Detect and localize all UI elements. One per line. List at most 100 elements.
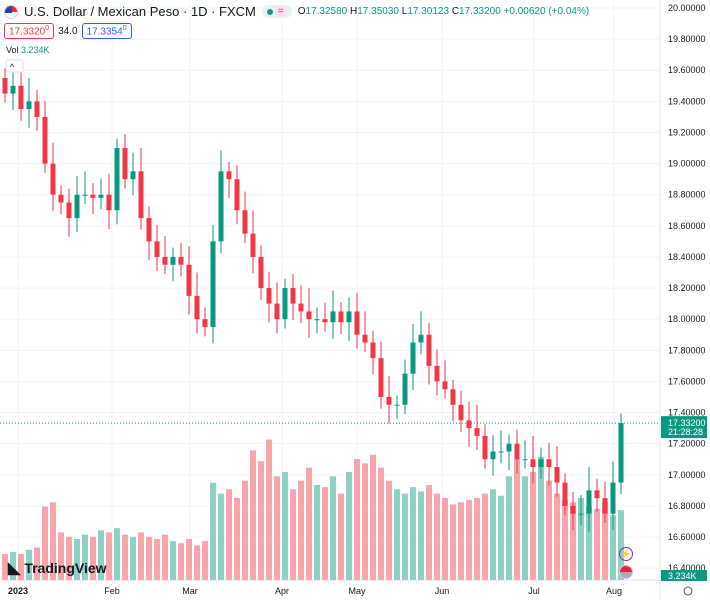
volume-bar	[618, 510, 624, 580]
chevron-up-icon: ^	[10, 62, 15, 72]
volume-bar	[346, 472, 352, 580]
candle-body	[514, 443, 520, 460]
volume-bar	[10, 551, 16, 580]
candle-body	[138, 171, 144, 219]
volume-bar	[522, 476, 528, 580]
candle-body	[90, 194, 96, 198]
lightning-event-icon[interactable]: ⚡	[619, 547, 633, 561]
candle-body	[466, 420, 472, 429]
volume-bar	[178, 543, 184, 580]
candle-body	[554, 467, 560, 483]
candle-body	[474, 428, 480, 436]
volume-bar	[82, 534, 88, 580]
candle-body	[322, 319, 328, 323]
countdown-text: 21:28:28	[668, 427, 703, 437]
candle-body	[418, 334, 424, 343]
volume-bar	[386, 480, 392, 580]
sell-button[interactable]: 17.33200	[4, 23, 55, 40]
volume-bar	[266, 439, 272, 580]
candle-body	[402, 373, 408, 405]
candle-body	[362, 334, 368, 343]
volume-bar	[570, 502, 576, 580]
y-tick-label: 17.40000	[668, 408, 706, 418]
candle-body	[18, 85, 24, 110]
candle-body	[306, 311, 312, 320]
y-tick-label: 20.00000	[668, 3, 706, 13]
volume-bar	[410, 487, 416, 580]
tradingview-logo[interactable]: ◣ TradingView	[8, 560, 107, 577]
volume-bar	[42, 506, 48, 580]
buy-button[interactable]: 17.33540	[81, 23, 132, 40]
volume-label-text: 3.234K	[668, 571, 697, 581]
tradingview-logo-icon: ◣	[8, 560, 21, 577]
candle-body	[338, 311, 344, 323]
candle-body	[162, 256, 168, 265]
y-tick-label: 16.40000	[668, 563, 706, 573]
candle-body	[458, 404, 464, 421]
y-tick-label: 19.60000	[668, 65, 706, 75]
candle-body	[74, 194, 80, 219]
market-status[interactable]: =	[261, 5, 292, 18]
y-tick-label: 18.00000	[668, 314, 706, 324]
candle-body	[538, 459, 544, 468]
chart-legend: U.S. Dollar / Mexican Peso · 1D · FXCM =…	[4, 4, 589, 19]
volume-bar	[74, 538, 80, 580]
candle-body	[130, 171, 136, 180]
candle-body	[274, 303, 280, 320]
volume-bar	[418, 491, 424, 580]
candle-body	[2, 78, 8, 94]
volume-bar	[362, 463, 368, 580]
volume-bar	[450, 504, 456, 580]
volume-bar	[402, 493, 408, 580]
volume-bar	[602, 502, 608, 580]
volume-bar	[498, 495, 504, 580]
candle-body	[546, 459, 552, 468]
volume-bar	[226, 489, 232, 580]
volume-bar	[250, 450, 256, 580]
volume-bar	[394, 489, 400, 580]
candle-body	[290, 288, 296, 304]
candle-body	[122, 148, 128, 180]
volume-label	[661, 570, 707, 581]
volume-bar	[66, 536, 72, 580]
y-tick-label: 17.00000	[668, 470, 706, 480]
candle-body	[610, 482, 616, 514]
symbol-title[interactable]: U.S. Dollar / Mexican Peso · 1D · FXCM	[24, 4, 256, 19]
volume-bar	[330, 476, 336, 580]
us-economic-event-icon[interactable]	[619, 565, 633, 579]
candle-body	[522, 459, 528, 461]
candle-body	[498, 451, 504, 453]
candle-body	[26, 101, 32, 110]
candle-body	[58, 194, 64, 203]
settings-icon	[683, 586, 693, 596]
y-tick-label: 18.80000	[668, 190, 706, 200]
x-tick-label: Mar	[182, 586, 198, 596]
candle-body	[98, 194, 104, 198]
volume-bar	[610, 515, 616, 580]
volume-bar	[442, 497, 448, 580]
x-tick-label: May	[348, 586, 366, 596]
candle-body	[442, 381, 448, 390]
last-price-label	[661, 416, 707, 439]
volume-bar	[370, 454, 376, 580]
candle-body	[618, 423, 624, 483]
volume-bar	[298, 480, 304, 580]
candle-body	[146, 218, 152, 242]
volume-bar	[434, 493, 440, 580]
market-open-icon	[266, 8, 273, 15]
candle-body	[242, 210, 248, 234]
volume-bar	[210, 482, 216, 580]
volume-bar	[242, 480, 248, 580]
candle-body	[426, 334, 432, 366]
volume-bar	[490, 489, 496, 580]
x-tick-label: Apr	[275, 586, 289, 596]
y-tick-label: 16.80000	[668, 501, 706, 511]
volume-bar	[378, 467, 384, 580]
volume-bar	[538, 456, 544, 580]
candle-body	[602, 498, 608, 514]
y-tick-label: 19.80000	[668, 34, 706, 44]
x-tick-label: Feb	[104, 586, 120, 596]
candle-body	[394, 404, 400, 406]
candle-body	[410, 342, 416, 374]
